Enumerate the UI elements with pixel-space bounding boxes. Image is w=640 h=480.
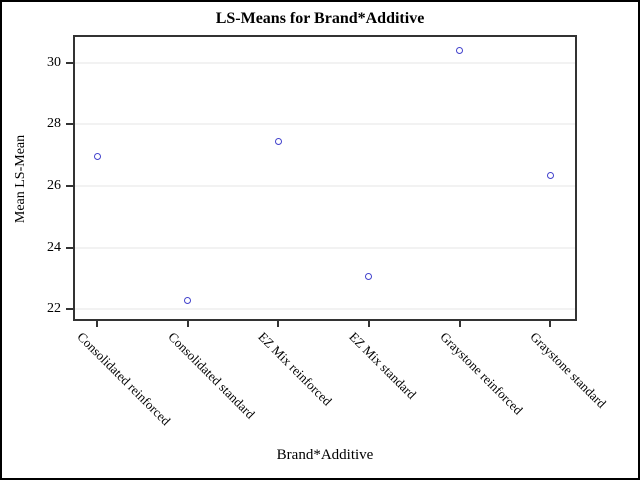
- y-tick-label: 30: [47, 54, 61, 70]
- y-tick-mark: [66, 185, 73, 187]
- y-tick-label: 22: [47, 301, 61, 317]
- y-tick-label: 24: [47, 239, 61, 255]
- y-tick-label: 26: [47, 178, 61, 193]
- data-point: [184, 296, 192, 304]
- y-gridline: [75, 61, 575, 64]
- y-gridline: [75, 123, 575, 126]
- y-tick-mark: [66, 123, 73, 126]
- x-category-label: Consolidated standard: [165, 329, 258, 422]
- x-tick-mark: [549, 321, 552, 327]
- x-category-label: Consolidated reinforced: [74, 329, 174, 429]
- y-tick-mark: [66, 61, 73, 64]
- y-tick-label: 28: [47, 116, 61, 132]
- data-point: [93, 152, 101, 160]
- y-tick-mark: [66, 246, 73, 249]
- x-tick-mark: [458, 321, 461, 327]
- x-tick-mark: [367, 321, 370, 327]
- y-gridline: [75, 246, 575, 249]
- y-gridline: [75, 185, 575, 187]
- plot-area: [73, 35, 577, 321]
- x-category-label: EZ Mix standard: [346, 329, 420, 402]
- y-gridline: [75, 308, 575, 311]
- x-axis-title: Brand*Additive: [276, 447, 374, 463]
- x-tick-mark: [96, 321, 98, 327]
- x-tick-mark: [186, 321, 189, 327]
- x-tick-mark: [277, 321, 280, 327]
- data-point: [274, 137, 282, 145]
- data-point: [365, 273, 373, 281]
- y-tick-mark: [66, 308, 73, 311]
- data-point: [546, 172, 554, 180]
- x-category-label: Graystone standard: [527, 329, 610, 411]
- x-category-label: EZ Mix reinforced: [255, 329, 336, 409]
- x-category-label: Graystone reinforced: [437, 329, 526, 418]
- data-point: [456, 46, 464, 54]
- chart-title: LS-Means for Brand*Additive: [215, 10, 425, 27]
